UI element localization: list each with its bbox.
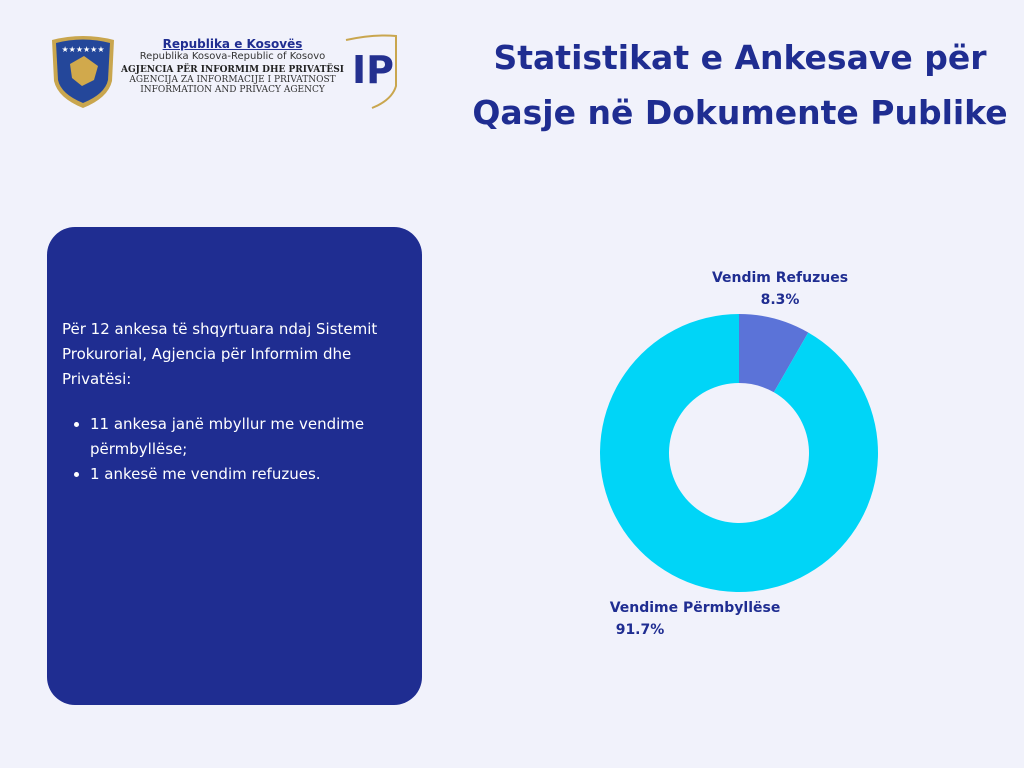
donut-chart [600,314,878,592]
svg-text:★★★★★★: ★★★★★★ [61,45,104,54]
donut-slice-vendime-p-rmbyll-se [600,314,878,592]
slice-label-permbyllese: Vendime Përmbyllëse [609,600,781,616]
header-republic: Republika e Kosovës [162,37,303,51]
slice-label-refuzues: Vendim Refuzues [711,270,849,286]
slice-value-refuzues: 8.3% [760,292,800,308]
page-title: Statistikat e Ankesave për Qasje në Doku… [472,38,1008,132]
donut-slice-vendim-refuzues [739,314,809,393]
summary-list: 11 ankesa janë mbyllur me vendime përmby… [62,412,420,487]
header-republic-sub: Republika Kosova-Republic of Kosovo [139,51,326,62]
ip-agency-logo: IP [344,34,398,110]
summary-intro: Për 12 ankesa të shqyrtuara ndaj Sistemi… [62,320,378,388]
slice-value-permbyllese: 91.7% [615,622,665,638]
kosovo-coat-of-arms-logo: ★★★★★★ [50,36,116,113]
list-item: 1 ankesë me vendim refuzues. [90,462,420,487]
header-agency-sq: AGJENCIA PËR INFORMIM DHE PRIVATËSI [121,65,344,75]
header-agency-sr: AGENCIJA ZA INFORMACIJE I PRIVATNOST [129,75,336,85]
list-item: 11 ankesa janë mbyllur me vendime përmby… [90,412,420,462]
header-agency-en: INFORMATION AND PRIVACY AGENCY [140,85,325,95]
summary-panel: Për 12 ankesa të shqyrtuara ndaj Sistemi… [47,227,422,705]
